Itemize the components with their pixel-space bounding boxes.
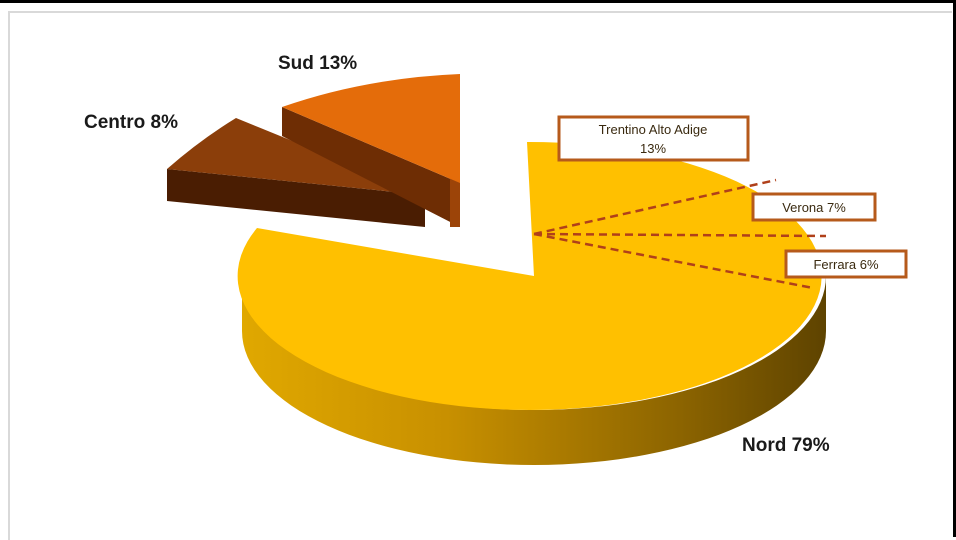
callout-verona-label: Verona 7%	[782, 200, 846, 215]
callout-trentino-value: 13%	[640, 141, 666, 156]
leader-line-verona	[533, 232, 827, 238]
callout-verona: Verona 7%	[751, 192, 877, 222]
leader-line-trentino	[533, 178, 777, 236]
callout-ferrara: Ferrara 6%	[784, 249, 908, 279]
callout-trentino: Trentino Alto Adige 13%	[557, 115, 750, 162]
slice-centro-side	[167, 169, 425, 227]
leader-line-ferrara	[533, 232, 814, 290]
leader-lines	[533, 178, 827, 290]
callout-trentino-name: Trentino Alto Adige	[599, 122, 708, 137]
plot-area	[8, 11, 952, 540]
label-centro: Centro 8%	[84, 112, 178, 133]
slice-sud-side	[282, 107, 460, 227]
label-sud: Sud 13%	[278, 53, 357, 74]
slice-sud-top	[282, 74, 460, 183]
slice-nord-top	[237, 141, 822, 410]
callout-ferrara-label: Ferrara 6%	[813, 257, 878, 272]
slice-nord-side	[242, 276, 826, 465]
label-nord: Nord 79%	[742, 435, 830, 456]
